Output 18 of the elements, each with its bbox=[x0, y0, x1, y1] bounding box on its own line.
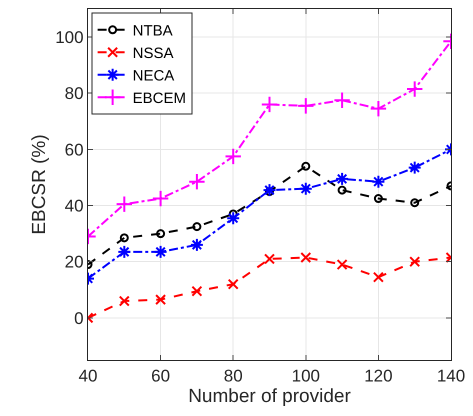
y-tick-label: 60 bbox=[64, 140, 84, 160]
y-tick-label: 0 bbox=[74, 308, 84, 328]
legend-label: NECA bbox=[132, 68, 174, 85]
legend-label: NTBA bbox=[132, 22, 173, 40]
legend-label: NSSA bbox=[132, 45, 174, 62]
y-tick-label: 20 bbox=[64, 252, 84, 272]
x-tick-label: 120 bbox=[364, 366, 393, 386]
y-tick-label: 80 bbox=[64, 84, 84, 104]
x-axis-title: Number of provider bbox=[188, 386, 352, 408]
x-tick-label: 40 bbox=[78, 366, 98, 386]
y-tick-label: 100 bbox=[55, 28, 84, 48]
x-tick-label: 100 bbox=[292, 366, 320, 386]
x-tick-label: 80 bbox=[224, 366, 243, 386]
x-tick-label: 60 bbox=[151, 366, 170, 386]
legend-label: EBCEM bbox=[132, 90, 186, 108]
y-tick-label: 40 bbox=[64, 196, 84, 216]
x-tick-label: 140 bbox=[436, 366, 466, 386]
y-axis-title: EBCSR (%) bbox=[29, 134, 50, 235]
